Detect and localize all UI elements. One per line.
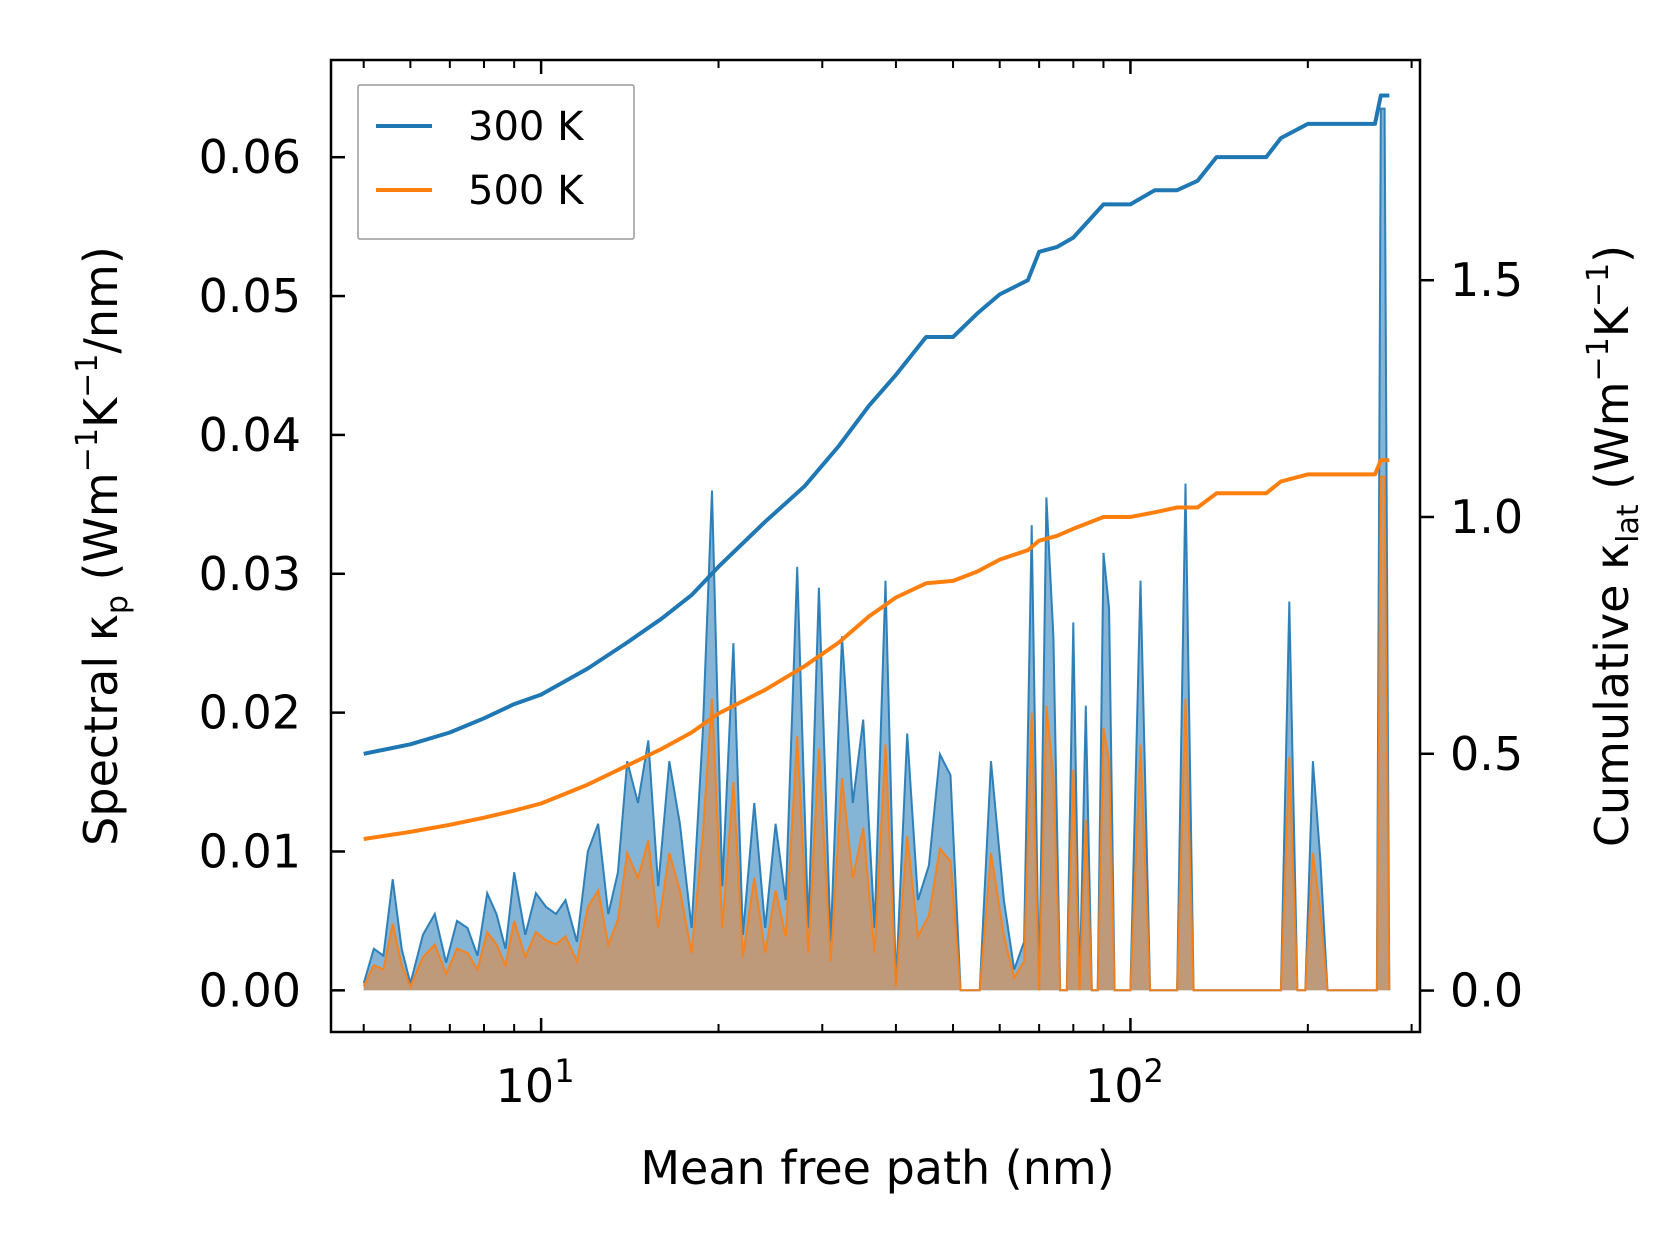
y-axis-left-label: Spectral κp (Wm−1K−1/nm) [70,246,135,846]
y-left-tick-label: 0.00 [199,963,301,1017]
y-left-tick-label: 0.05 [199,269,301,323]
x-tick-label: 102 [1085,1052,1164,1113]
y-axis-left-label-text: Spectral κp (Wm−1K−1/nm) [70,246,135,846]
x-tick-label: 101 [496,1052,575,1113]
spectral-outline-500k [362,475,1391,992]
axes-frame [329,58,1422,1034]
legend-label-500k: 500 K [468,168,585,214]
spectral-area-layer [362,107,1391,992]
y-right-tick-label: 1.0 [1450,490,1523,544]
legend-box [357,84,635,240]
cumulative-line-300k [363,93,1390,756]
cumulative-line-layer [363,93,1390,841]
cumulative-line-500k [363,458,1390,841]
y-left-tick-label: 0.04 [199,408,301,462]
x-axis-label-text: Mean free path (nm) [640,1141,1114,1195]
y-right-tick-label: 0.5 [1450,727,1523,781]
spectral-area-500k [363,476,1390,991]
y-right-tick-label: 0.0 [1450,964,1523,1018]
legend: 300 K 500 K [357,84,635,240]
y-left-tick-label: 0.02 [199,686,301,740]
x-axis-label: Mean free path (nm) [640,1141,1114,1195]
y-left-tick-label: 0.03 [199,547,301,601]
y-left-tick-label: 0.01 [199,824,301,878]
legend-label-300k: 300 K [468,104,585,150]
y-axis-right-label-text: Cumulative κlat (Wm−1K−1) [1581,245,1646,847]
ticks-layer: 101 102 0.00 0.01 0.02 0.03 0.04 0.05 0.06 0.0 0.5… [199,60,1523,1113]
y-right-tick-label: 1.5 [1450,253,1523,307]
y-axis-right-label: Cumulative κlat (Wm−1K−1) [1581,245,1646,847]
y-left-tick-label: 0.06 [199,130,301,184]
